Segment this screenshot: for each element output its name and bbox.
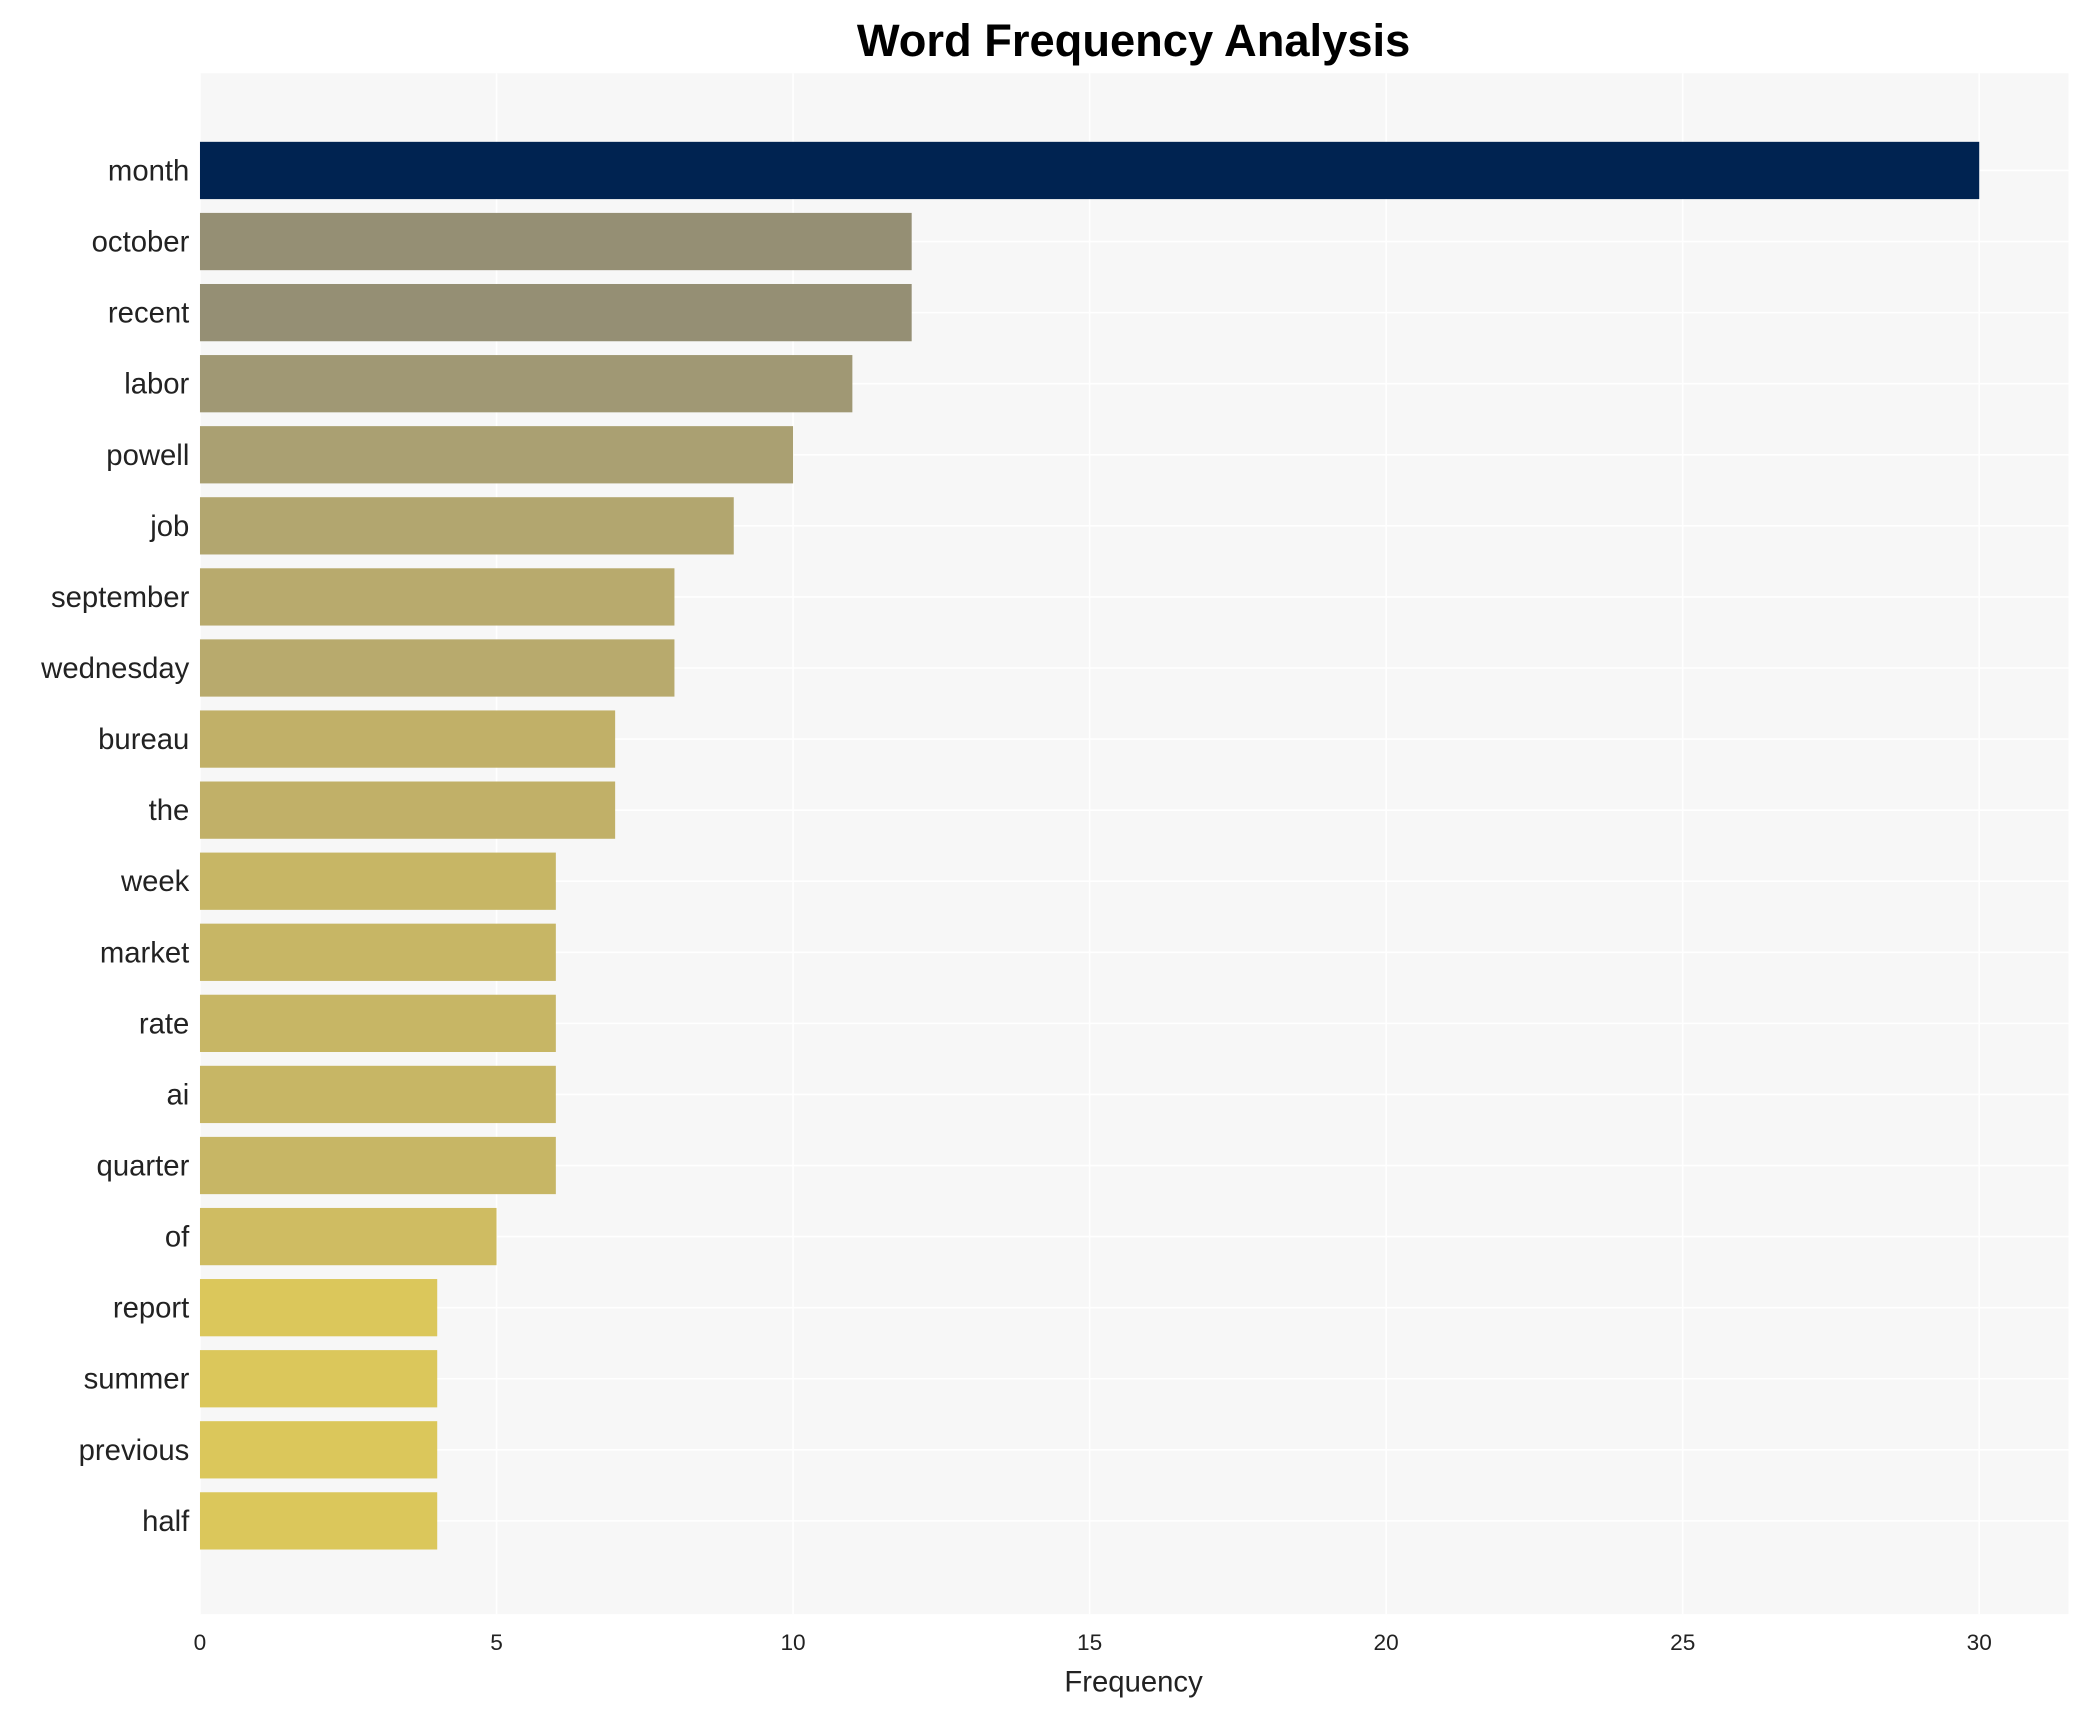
x-tick-label: 20: [1374, 1630, 1399, 1655]
y-tick-label: month: [108, 154, 189, 187]
y-tick-label: week: [120, 865, 190, 898]
y-tick-label: summer: [84, 1363, 190, 1396]
y-tick-label: the: [149, 794, 190, 827]
x-tick-label: 10: [780, 1630, 805, 1655]
y-tick-label: rate: [139, 1007, 189, 1040]
bar-powell: [199, 426, 794, 484]
y-tick-label: half: [142, 1505, 190, 1538]
bar-quarter: [199, 1136, 556, 1195]
x-tick-label: 25: [1670, 1630, 1695, 1655]
bar-month: [199, 141, 1980, 200]
bar-market: [199, 923, 556, 981]
bar-bureau: [199, 710, 616, 768]
y-tick-label: recent: [108, 297, 189, 330]
bar-october: [199, 212, 912, 271]
bar-job: [199, 497, 734, 555]
bar-ai: [199, 1065, 556, 1124]
y-tick-label: market: [100, 936, 190, 969]
y-tick-label: labor: [124, 368, 189, 401]
y-tick-label: bureau: [98, 723, 189, 756]
y-tick-label: quarter: [97, 1150, 190, 1183]
y-tick-label: report: [113, 1292, 189, 1325]
x-tick-label: 0: [194, 1630, 207, 1655]
chart-title: Word Frequency Analysis: [857, 15, 1410, 66]
y-tick-label: powell: [106, 439, 189, 472]
bar-recent: [199, 283, 912, 342]
bar-labor: [199, 355, 853, 413]
x-axis-label: Frequency: [1064, 1665, 1203, 1698]
bar-week: [199, 852, 556, 910]
y-tick-label: wednesday: [40, 652, 189, 685]
y-tick-label: job: [149, 510, 189, 543]
y-tick-label: of: [165, 1221, 190, 1254]
y-tick-label: october: [92, 226, 190, 259]
bar-half: [199, 1492, 438, 1550]
y-tick-label: september: [51, 581, 190, 614]
x-tick-label: 5: [490, 1630, 503, 1655]
bar-previous: [199, 1421, 438, 1479]
bar-report: [199, 1279, 438, 1337]
bar-summer: [199, 1350, 438, 1408]
bar-the: [199, 781, 616, 839]
y-tick-label: previous: [79, 1434, 190, 1467]
bar-september: [199, 568, 675, 626]
x-tick-label: 15: [1077, 1630, 1102, 1655]
x-tick-label: 30: [1967, 1630, 1992, 1655]
bar-rate: [199, 994, 556, 1052]
y-tick-label: ai: [167, 1078, 190, 1111]
bar-of: [199, 1207, 497, 1266]
bar-wednesday: [199, 639, 675, 697]
